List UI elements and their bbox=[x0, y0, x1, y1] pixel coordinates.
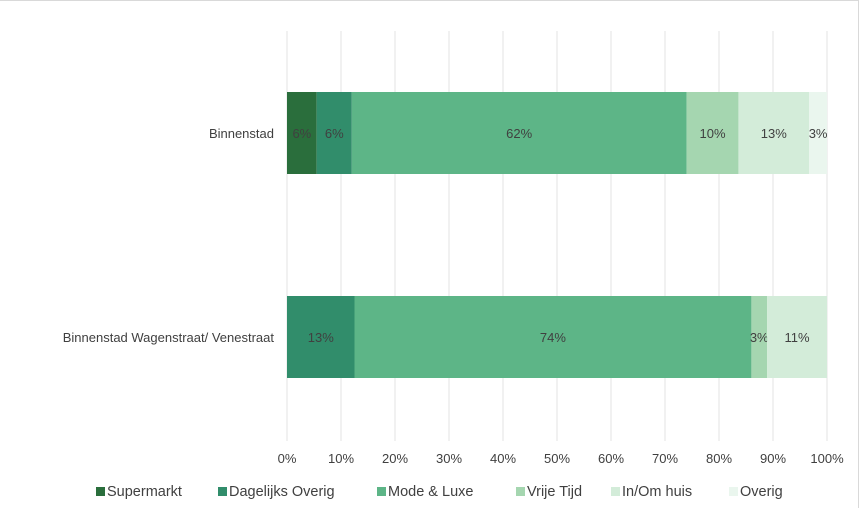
bar-segment-mode-luxe bbox=[354, 296, 752, 378]
data-label: 11% bbox=[784, 330, 809, 345]
bar-segment-dagelijks-overig bbox=[316, 92, 352, 174]
bar-segment-vrije-tijd bbox=[686, 92, 739, 174]
legend-item-supermarkt: Supermarkt bbox=[96, 484, 182, 500]
legend-swatch bbox=[729, 487, 738, 496]
data-label: 62% bbox=[506, 126, 532, 141]
x-tick-label: 40% bbox=[490, 451, 516, 466]
category-label: Binnenstad Wagenstraat/ Venestraat bbox=[63, 330, 275, 345]
x-tick-label: 10% bbox=[328, 451, 354, 466]
x-tick-label: 50% bbox=[544, 451, 570, 466]
bar-segment-vrije-tijd bbox=[751, 296, 768, 378]
legend-label: Mode & Luxe bbox=[388, 484, 473, 500]
legend-label: Supermarkt bbox=[107, 484, 182, 500]
category-labels: Binnenstad Binnenstad Wagenstraat/ Venest… bbox=[63, 126, 275, 345]
data-label: 10% bbox=[700, 126, 726, 141]
x-tick-labels: 0% 10% 20% 30% 40% 50% 60% 70% 80% 90% 100% bbox=[278, 451, 844, 466]
bars: 6% 6% 62% 10% 13% 3% 13% 74% 3% 11% bbox=[287, 92, 828, 378]
legend-swatch bbox=[218, 487, 227, 496]
legend-item-mode-luxe: Mode & Luxe bbox=[377, 484, 473, 500]
legend-swatch bbox=[516, 487, 525, 496]
bar-segment-supermarkt bbox=[287, 92, 317, 174]
x-tick-label: 100% bbox=[810, 451, 844, 466]
x-tick-label: 80% bbox=[706, 451, 732, 466]
legend-label: Vrije Tijd bbox=[527, 484, 582, 500]
data-label: 6% bbox=[325, 126, 344, 141]
legend-label: Dagelijks Overig bbox=[229, 484, 335, 500]
category-label: Binnenstad bbox=[209, 126, 274, 141]
x-tick-label: 70% bbox=[652, 451, 678, 466]
legend-item-vrije-tijd: Vrije Tijd bbox=[516, 484, 582, 500]
data-label: 13% bbox=[308, 330, 334, 345]
legend: Supermarkt Dagelijks Overig Mode & Luxe Vri… bbox=[96, 484, 783, 500]
bar-segment-dagelijks-overig bbox=[287, 296, 355, 378]
legend-swatch bbox=[611, 487, 620, 496]
x-tick-label: 20% bbox=[382, 451, 408, 466]
legend-item-overig: Overig bbox=[729, 484, 783, 500]
bar-segment-overig bbox=[809, 92, 827, 174]
legend-swatch bbox=[377, 487, 386, 496]
data-label: 74% bbox=[540, 330, 566, 345]
x-tick-label: 90% bbox=[760, 451, 786, 466]
data-label: 6% bbox=[292, 126, 311, 141]
legend-item-dagelijks-overig: Dagelijks Overig bbox=[218, 484, 335, 500]
data-label: 3% bbox=[809, 126, 828, 141]
bar-segment-in-om-huis bbox=[738, 92, 810, 174]
bar-segment-mode-luxe bbox=[351, 92, 687, 174]
legend-label: Overig bbox=[740, 484, 783, 500]
x-tick-label: 60% bbox=[598, 451, 624, 466]
legend-label: In/Om huis bbox=[622, 484, 692, 500]
data-label: 13% bbox=[761, 126, 787, 141]
data-label: 3% bbox=[750, 330, 769, 345]
bar-segment-in-om-huis bbox=[767, 296, 827, 378]
x-tick-label: 30% bbox=[436, 451, 462, 466]
x-tick-label: 0% bbox=[278, 451, 297, 466]
legend-swatch bbox=[96, 487, 105, 496]
legend-item-in-om-huis: In/Om huis bbox=[611, 484, 692, 500]
